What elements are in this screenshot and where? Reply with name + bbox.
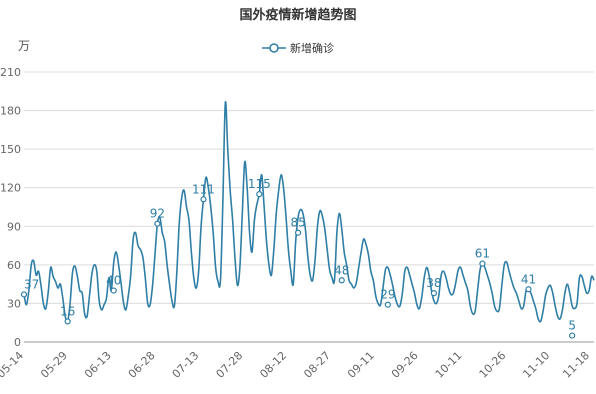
data-point <box>525 286 532 293</box>
data-label: 37 <box>24 277 39 291</box>
data-point <box>479 260 486 267</box>
data-point <box>20 291 28 298</box>
y-tick-label: 120 <box>0 182 21 195</box>
y-tick-label: 30 <box>7 297 21 310</box>
y-tick-label: 60 <box>7 259 21 272</box>
data-point <box>384 301 391 308</box>
data-point <box>110 287 117 294</box>
data-label: 85 <box>290 216 305 230</box>
x-tick-label: 10-11 <box>433 349 465 381</box>
data-label: 40 <box>106 274 121 288</box>
y-tick-label: 210 <box>0 66 21 79</box>
x-tick-label: 11-10 <box>520 349 552 381</box>
y-tick-label: 0 <box>14 336 21 349</box>
x-tick-label: 07-13 <box>170 349 202 381</box>
data-label: 16 <box>60 304 75 318</box>
chart-title: 国外疫情新增趋势图 <box>239 8 357 23</box>
legend-label: 新增确诊 <box>290 42 334 55</box>
x-tick-label: 05-14 <box>0 349 26 381</box>
data-point <box>430 290 438 297</box>
data-point <box>64 318 71 325</box>
y-tick-label: 90 <box>7 220 21 233</box>
y-tick-label: 180 <box>0 105 21 118</box>
x-tick-label: 05-29 <box>38 349 70 381</box>
x-tick-label: 09-11 <box>345 349 377 381</box>
x-tick-label: 08-27 <box>301 349 333 381</box>
data-point <box>294 229 302 236</box>
data-point <box>256 191 263 198</box>
data-label: 38 <box>426 276 441 290</box>
data-label: 29 <box>380 288 395 302</box>
data-label: 48 <box>334 263 349 277</box>
x-tick-label: 08-12 <box>257 349 289 381</box>
data-label: 115 <box>248 177 271 191</box>
data-point <box>338 277 345 284</box>
x-tick-label: 11-18 <box>560 349 592 381</box>
series-line-新增确诊 <box>23 100 595 323</box>
legend[interactable]: 新增确诊 <box>0 40 596 56</box>
data-point <box>154 220 161 227</box>
y-tick-label: 150 <box>0 143 21 156</box>
x-tick-label: 07-28 <box>214 349 246 381</box>
x-tick-label: 06-13 <box>82 349 114 381</box>
data-label: 61 <box>475 247 490 261</box>
x-tick-label: 06-28 <box>126 349 158 381</box>
x-tick-label: 10-26 <box>477 349 509 381</box>
x-tick-label: 09-26 <box>389 349 421 381</box>
data-label: 92 <box>150 207 165 221</box>
y-axis-unit: 万 <box>18 39 31 53</box>
data-label: 111 <box>192 182 215 196</box>
data-point <box>569 332 576 339</box>
data-label: 5 <box>568 319 576 333</box>
data-label: 41 <box>521 272 536 286</box>
legend-marker-icon <box>262 43 286 53</box>
data-point <box>200 196 207 203</box>
